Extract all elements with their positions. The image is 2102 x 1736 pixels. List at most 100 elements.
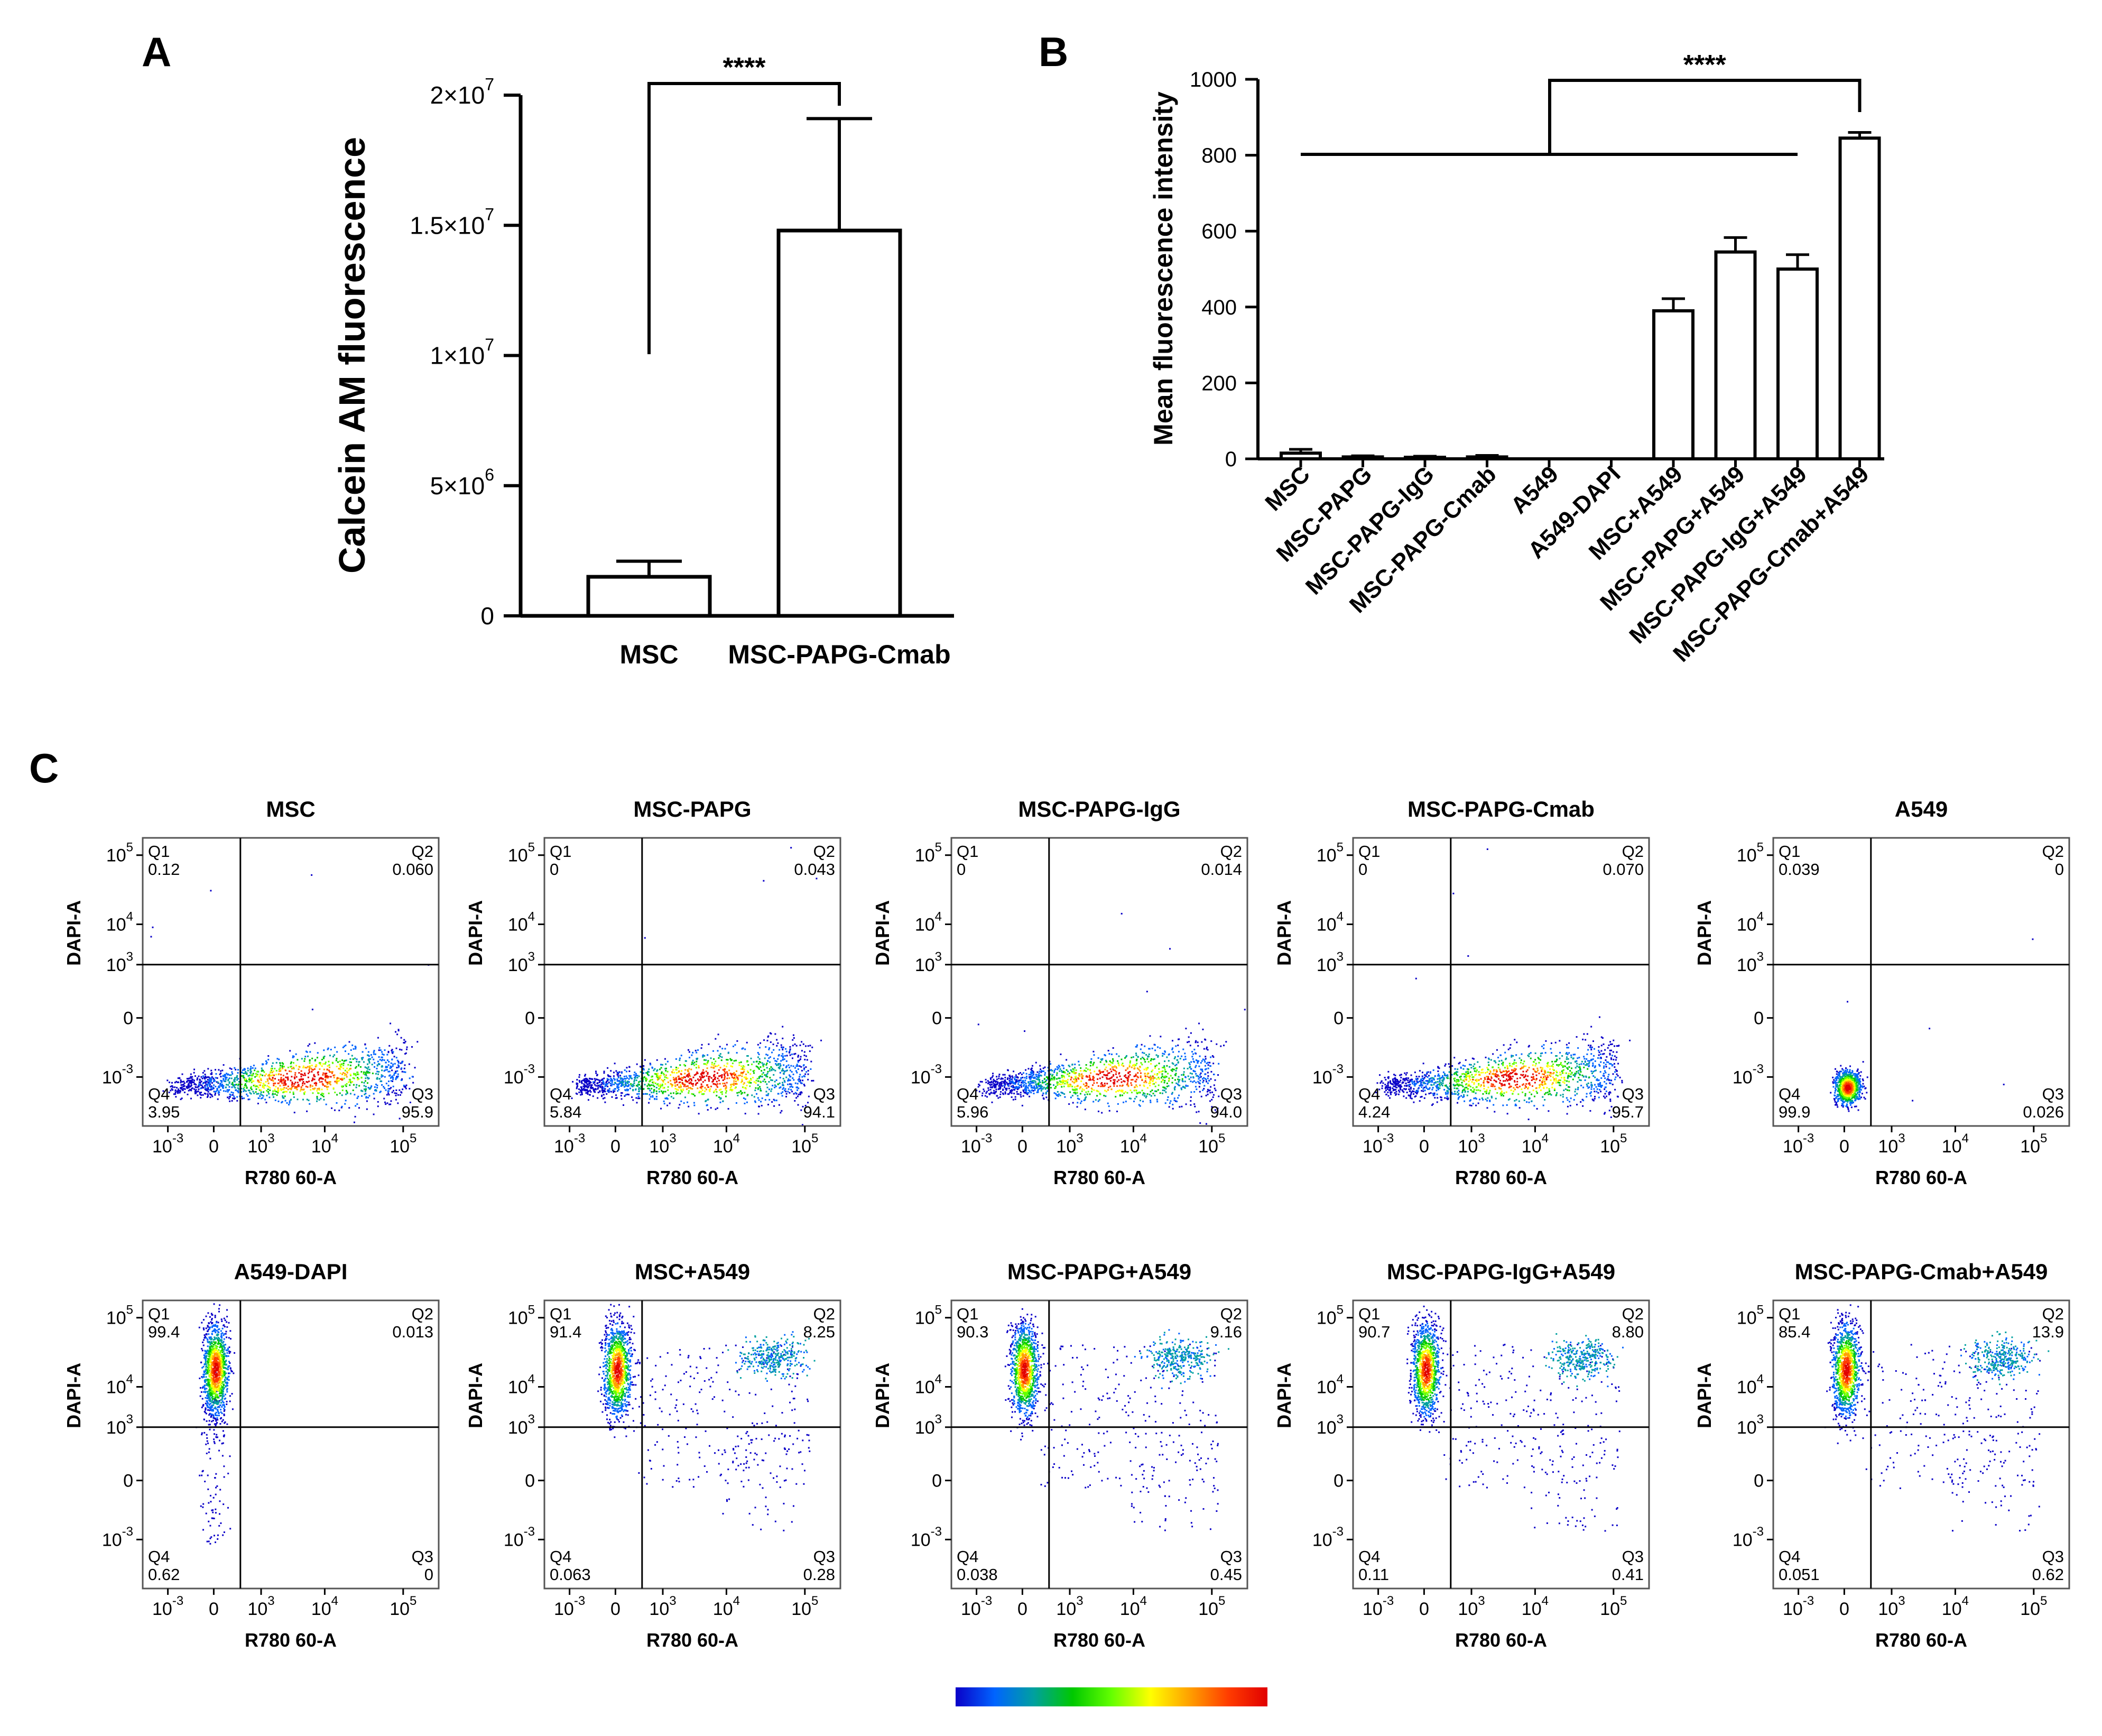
event-dot [204, 1078, 206, 1079]
event-dot [1609, 1110, 1610, 1111]
event-dot [1101, 1112, 1103, 1114]
event-dot [337, 1061, 339, 1063]
event-dot [267, 1088, 269, 1090]
event-dot [1432, 1093, 1434, 1094]
event-dot [409, 1064, 410, 1065]
event-dot [1121, 1089, 1123, 1091]
event-dot [1077, 1106, 1078, 1107]
event-dot [283, 1087, 285, 1088]
event-dot [675, 1091, 677, 1093]
event-dot [1151, 1077, 1152, 1079]
event-dot [191, 1082, 193, 1083]
event-dot [1210, 1086, 1211, 1088]
event-dot [378, 1056, 380, 1058]
event-dot [785, 1096, 787, 1097]
event-dot [1419, 1085, 1420, 1086]
event-dot [1200, 1073, 1202, 1074]
event-dot [1192, 1053, 1194, 1055]
event-dot [643, 1073, 644, 1074]
event-dot [1015, 1079, 1016, 1081]
event-dot [1093, 1082, 1095, 1084]
event-dot [366, 1109, 368, 1110]
event-dot [671, 1096, 672, 1097]
event-dot [215, 1086, 216, 1087]
event-dot [273, 1083, 274, 1084]
facs-xtick-label-base: 10 [649, 1137, 669, 1157]
facs-ytick-label-base: 10 [911, 1067, 931, 1087]
event-dot [1218, 1063, 1219, 1065]
event-dot [773, 1049, 774, 1051]
event-dot [1533, 1105, 1535, 1106]
event-dot [348, 1107, 350, 1109]
event-dot [1032, 1073, 1033, 1074]
event-dot [992, 1102, 993, 1103]
event-dot [786, 1055, 788, 1056]
event-dot [750, 1082, 752, 1084]
event-dot [232, 1100, 233, 1102]
event-dot [1199, 1086, 1200, 1087]
event-dot [1211, 1099, 1212, 1101]
event-dot [1098, 1111, 1099, 1112]
event-dot [1196, 1075, 1197, 1077]
event-dot [1244, 1009, 1246, 1010]
event-dot [1073, 1069, 1075, 1071]
event-dot [798, 1094, 800, 1095]
event-dot [998, 1076, 1000, 1077]
event-dot [1149, 1048, 1151, 1050]
event-dot [319, 1062, 320, 1064]
event-dot [283, 1078, 284, 1080]
event-dot [614, 1078, 616, 1080]
event-dot [199, 1079, 201, 1081]
event-dot [1210, 1071, 1212, 1073]
event-dot [347, 1072, 348, 1074]
event-dot [342, 1065, 344, 1066]
event-dot [1053, 1072, 1055, 1073]
event-dot [654, 1098, 655, 1100]
event-dot [779, 1049, 780, 1050]
event-dot [1405, 1074, 1407, 1076]
event-dot [662, 1087, 664, 1089]
panel-letter-b: B [1039, 29, 1068, 75]
event-dot [776, 1064, 777, 1066]
event-dot [780, 1072, 781, 1074]
event-dot [1193, 1049, 1195, 1050]
event-dot [664, 1058, 666, 1060]
event-dot [307, 1056, 309, 1057]
event-dot [356, 1058, 358, 1060]
event-dot [677, 1084, 678, 1086]
event-dot [1193, 1091, 1195, 1093]
event-dot [351, 1045, 353, 1046]
event-dot [221, 1081, 223, 1083]
event-dot [1609, 1054, 1611, 1056]
event-dot [300, 1090, 301, 1092]
event-dot [1387, 1071, 1389, 1073]
event-dot [1164, 1069, 1166, 1070]
event-dot [150, 936, 152, 937]
event-dot [238, 1084, 239, 1085]
event-dot [1608, 1045, 1610, 1046]
event-dot [1110, 1080, 1112, 1082]
facs-ytick-label-base: 10 [915, 915, 935, 935]
quadrant-value-q1: 0 [550, 860, 559, 879]
event-dot [985, 1095, 986, 1097]
event-dot [676, 1072, 678, 1074]
event-dot [1038, 1075, 1040, 1076]
event-dot [1137, 1077, 1139, 1078]
event-dot [231, 1077, 233, 1079]
event-dot [773, 1069, 774, 1070]
event-dot [693, 1102, 695, 1104]
event-dot [353, 1048, 355, 1050]
event-dot [782, 1068, 783, 1070]
event-dot [734, 1060, 735, 1061]
event-dot [211, 1094, 212, 1096]
quadrant-name-q3: Q3 [813, 1085, 835, 1103]
event-dot [1408, 1088, 1410, 1090]
event-dot [734, 1075, 736, 1076]
event-dot [691, 1064, 692, 1065]
event-dot [280, 1063, 281, 1064]
event-dot [363, 1072, 365, 1073]
facs-xtick-label-base: 10 [961, 1137, 981, 1157]
event-dot [1212, 1096, 1214, 1098]
event-dot [726, 1059, 727, 1060]
event-dot [659, 1091, 660, 1093]
